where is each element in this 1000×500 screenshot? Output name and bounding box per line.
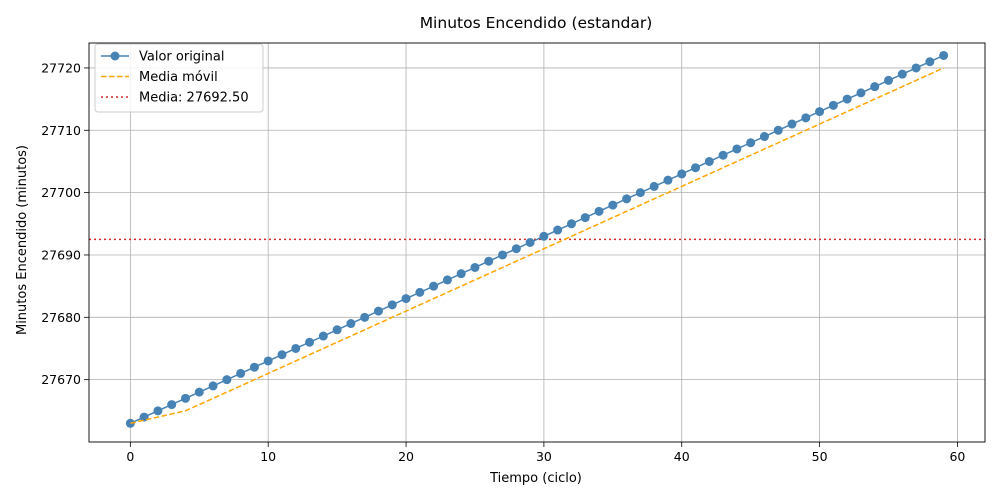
data-point (856, 88, 866, 98)
data-point (387, 300, 397, 310)
y-tick-label: 27690 (41, 247, 81, 262)
data-point (842, 94, 852, 104)
legend-marker (110, 51, 120, 61)
data-point (566, 219, 576, 229)
data-point (925, 57, 935, 67)
data-point (415, 287, 425, 297)
data-point (180, 393, 190, 403)
data-point (498, 250, 508, 260)
data-point (704, 156, 714, 166)
data-point (373, 306, 383, 316)
data-point (815, 107, 825, 117)
data-point (153, 406, 163, 416)
data-point (332, 325, 342, 335)
moving-average-line (130, 67, 944, 425)
y-axis: 27670 27680 27690 27700 27710 27720 (41, 60, 89, 387)
data-point (732, 144, 742, 154)
data-point (222, 375, 232, 385)
data-point (649, 181, 659, 191)
data-point (318, 331, 328, 341)
x-axis-label: Tiempo (ciclo) (489, 471, 582, 486)
data-point (456, 269, 466, 279)
data-point (305, 337, 315, 347)
y-tick-label: 27680 (41, 310, 81, 325)
data-point (608, 200, 618, 210)
data-point (828, 100, 838, 110)
data-point (249, 362, 259, 372)
data-point (484, 256, 494, 266)
data-point (346, 319, 356, 329)
data-point (870, 82, 880, 92)
data-point (691, 163, 701, 173)
grid (89, 43, 985, 442)
data-point (759, 132, 769, 142)
data-point (442, 275, 452, 285)
data-point (539, 231, 549, 241)
plot-frame (88, 42, 986, 443)
data-point (884, 75, 894, 85)
data-point (663, 175, 673, 185)
x-tick-label: 0 (126, 449, 134, 464)
legend-label: Valor original (139, 50, 224, 65)
x-axis: 0 10 20 30 40 50 60 (126, 442, 965, 464)
data-point (208, 381, 218, 391)
data-point (801, 113, 811, 123)
plot-area (89, 50, 985, 428)
x-tick-label: 60 (949, 449, 965, 464)
x-tick-label: 40 (674, 449, 690, 464)
data-point (635, 188, 645, 198)
data-point (939, 50, 949, 60)
data-point (897, 69, 907, 79)
x-tick-label: 10 (260, 449, 276, 464)
x-tick-label: 20 (398, 449, 414, 464)
data-point (429, 281, 439, 291)
data-point (911, 63, 921, 73)
data-point (787, 119, 797, 129)
data-point (167, 400, 177, 410)
y-tick-label: 27710 (41, 123, 81, 138)
data-point (263, 356, 273, 366)
data-point (401, 294, 411, 304)
x-tick-label: 30 (536, 449, 552, 464)
y-tick-label: 27700 (41, 185, 81, 200)
data-point (594, 206, 604, 216)
data-point (236, 368, 246, 378)
y-axis-label: Minutos Encendido (minutos) (15, 145, 30, 335)
data-point (718, 150, 728, 160)
data-point (773, 125, 783, 135)
x-tick-label: 50 (812, 449, 828, 464)
legend-label: Media móvil (139, 70, 218, 85)
y-tick-label: 27720 (41, 60, 81, 75)
data-point (291, 343, 301, 353)
data-point (360, 312, 370, 322)
data-point (470, 262, 480, 272)
legend: Valor original Media móvil Media: 27692.50 (94, 43, 264, 113)
data-point (746, 138, 756, 148)
data-point (622, 194, 632, 204)
data-point (677, 169, 687, 179)
chart-title: Minutos Encendido (estandar) (420, 14, 653, 32)
data-point (580, 213, 590, 223)
data-point (511, 244, 521, 254)
y-tick-label: 27670 (41, 372, 81, 387)
data-point (277, 350, 287, 360)
legend-box (94, 43, 264, 113)
data-point (553, 225, 563, 235)
data-point (525, 238, 535, 247)
data-point (194, 387, 204, 397)
legend-label: Media: 27692.50 (139, 91, 249, 106)
